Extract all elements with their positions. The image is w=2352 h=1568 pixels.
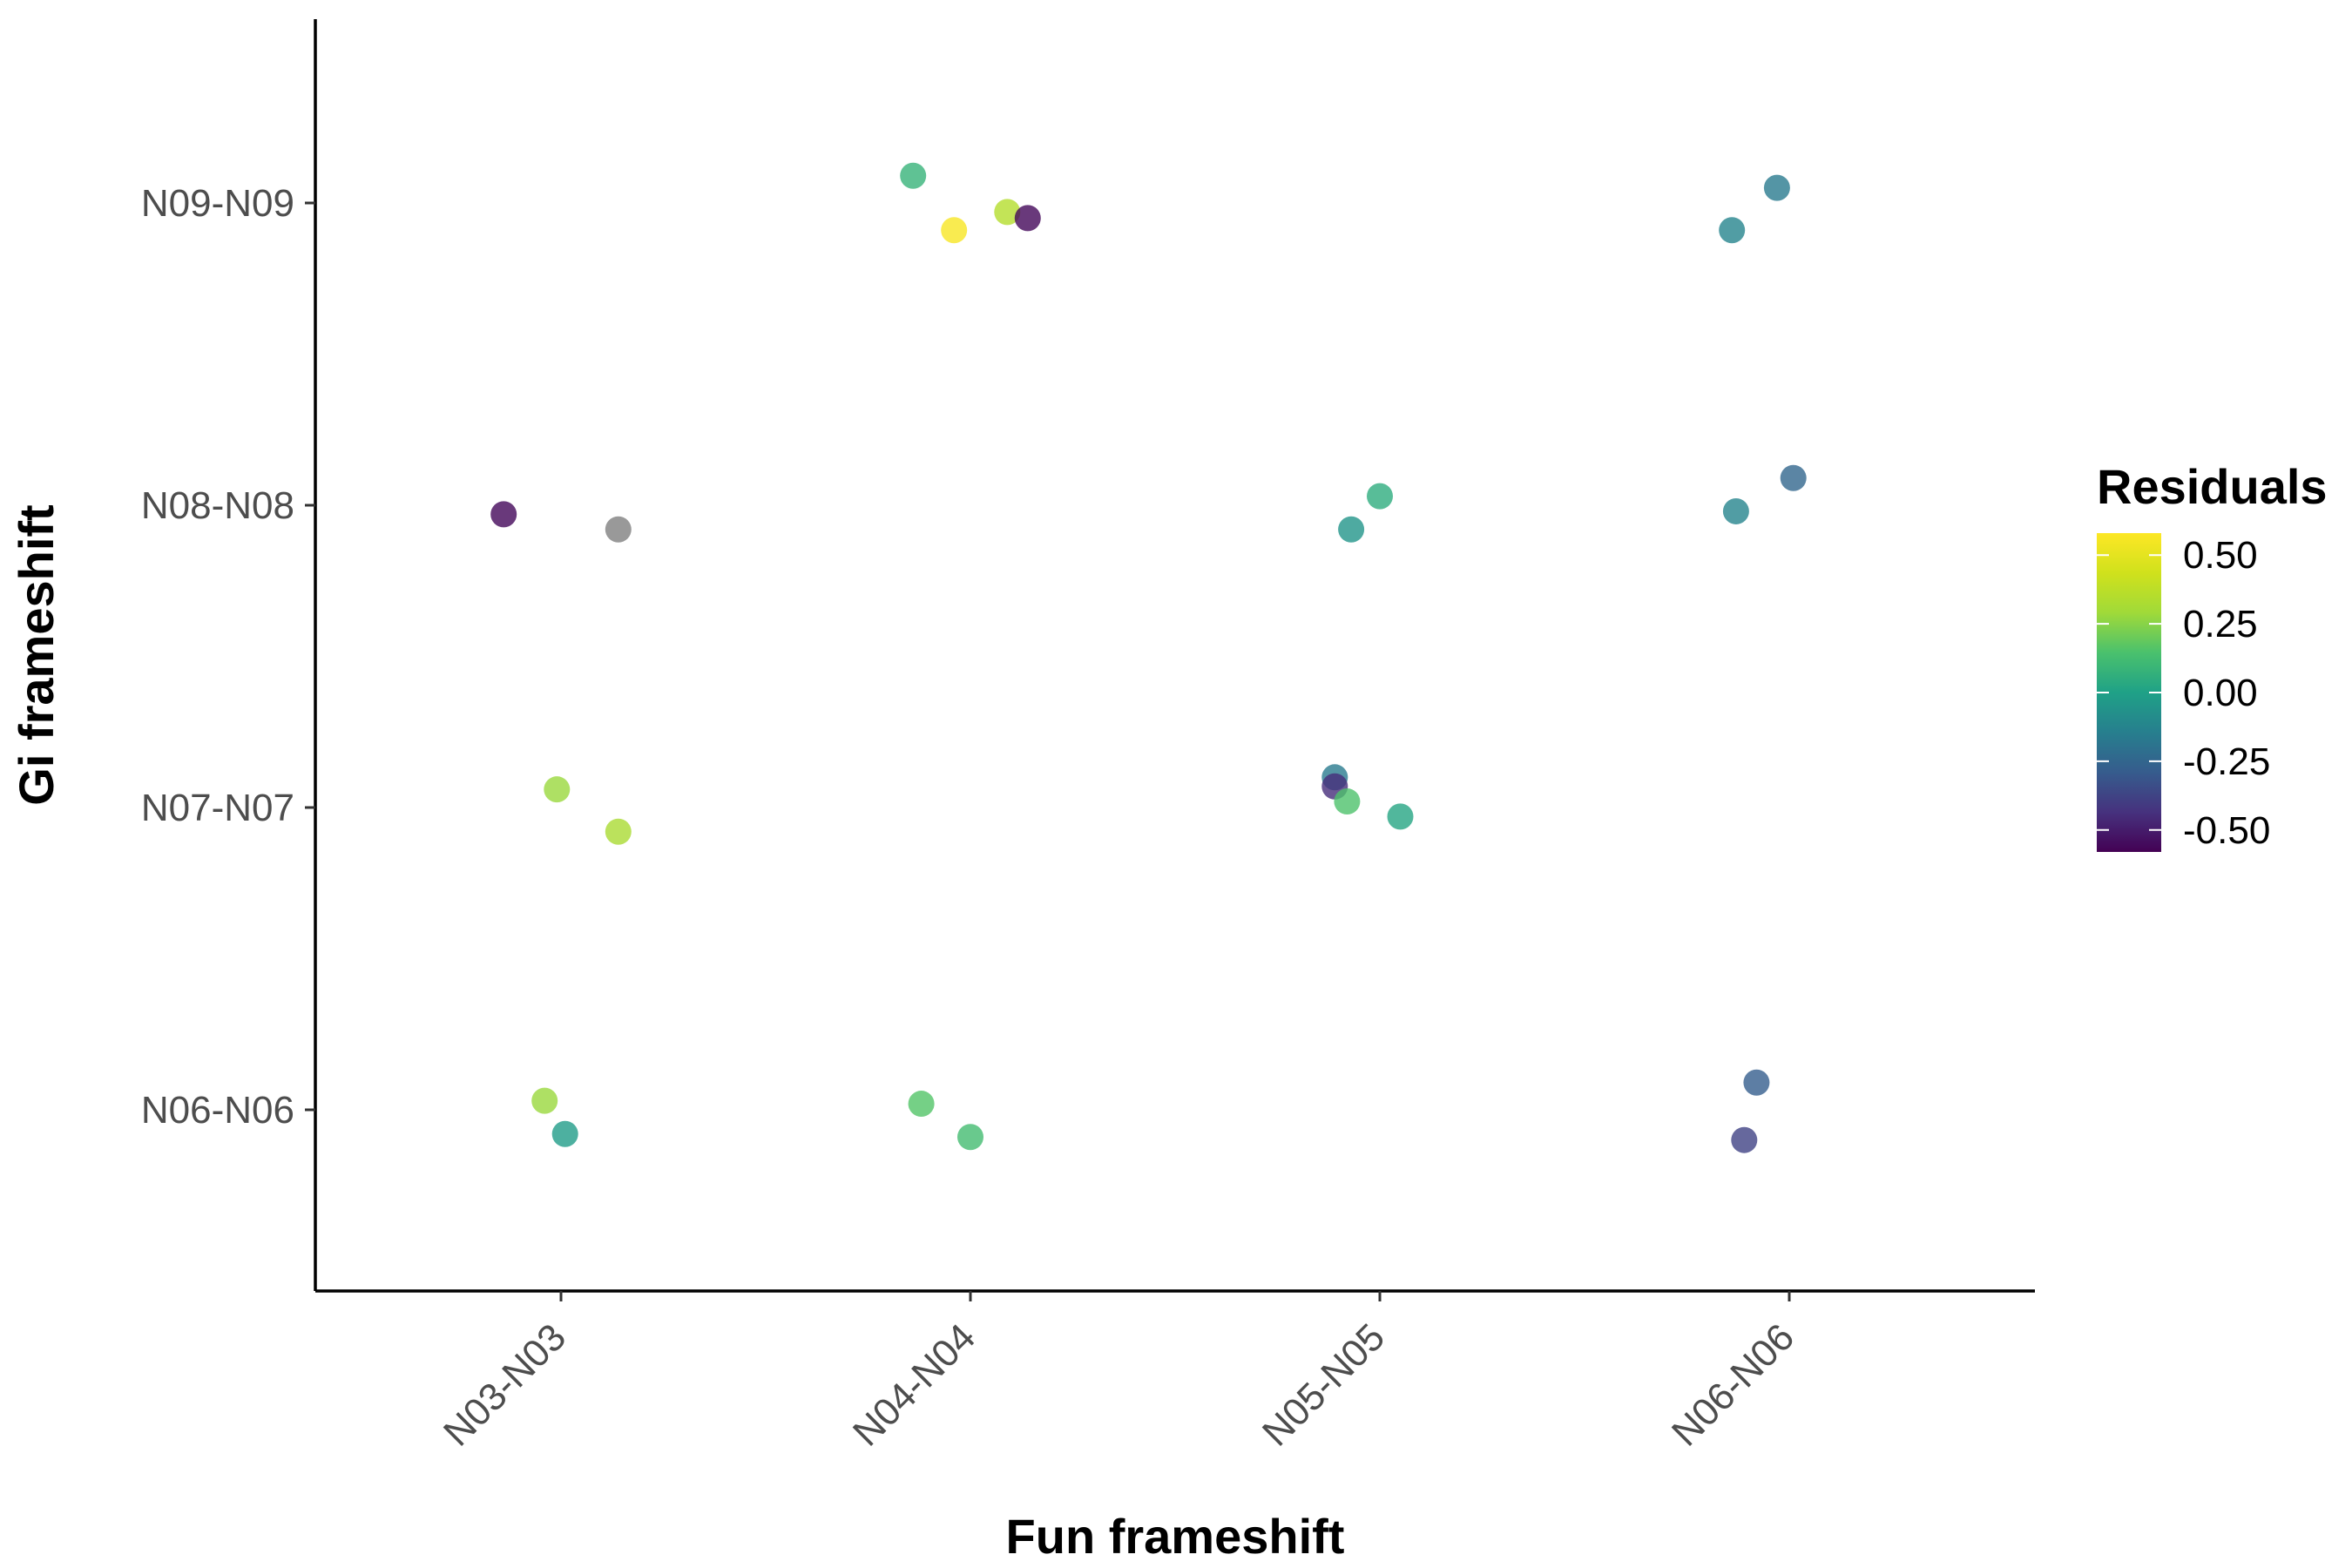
color-legend: Residuals 0.50 0.25 0.00 -0.25 -0.50 [2097, 459, 2328, 852]
legend-tick-label: 0.00 [2183, 672, 2258, 714]
data-point [900, 162, 927, 189]
legend-title: Residuals [2097, 459, 2328, 514]
data-point [490, 501, 517, 528]
legend-tick-label: 0.25 [2183, 603, 2258, 645]
data-point [1743, 1069, 1770, 1096]
data-point [605, 818, 632, 845]
data-point [1719, 217, 1746, 244]
data-point [1367, 483, 1393, 510]
data-point [544, 776, 571, 803]
x-tick-label: N04-N04 [845, 1315, 983, 1454]
y-tick-label: N07-N07 [141, 787, 294, 829]
data-point [1731, 1126, 1758, 1153]
data-point [1014, 205, 1041, 232]
y-tick-label: N09-N09 [141, 182, 294, 225]
legend-ticks: 0.50 0.25 0.00 -0.25 -0.50 [2097, 534, 2270, 852]
y-axis-title: Gi frameshift [9, 504, 64, 805]
data-point [551, 1120, 578, 1147]
legend-tick-label: -0.25 [2183, 740, 2270, 783]
y-tick-label: N08-N08 [141, 484, 294, 527]
legend-tick-label: -0.50 [2183, 809, 2270, 852]
data-point [1334, 788, 1361, 815]
legend-tick-label: 0.50 [2183, 534, 2258, 577]
data-point [605, 516, 632, 543]
x-tick-label: N03-N03 [436, 1315, 574, 1454]
data-point [957, 1124, 983, 1151]
data-point [994, 199, 1021, 226]
data-point [1387, 803, 1414, 830]
data-point [908, 1091, 935, 1118]
x-tick-label: N05-N05 [1254, 1315, 1393, 1454]
data-points [490, 162, 1807, 1153]
data-point [1780, 464, 1807, 491]
data-point [1338, 516, 1365, 543]
x-tick-label: N06-N06 [1664, 1315, 1802, 1454]
data-point [1763, 174, 1790, 201]
y-axis-ticks: N06-N06 N07-N07 N08-N08 N09-N09 [141, 182, 315, 1132]
data-point [531, 1087, 558, 1114]
x-axis-title: Fun frameshift [1006, 1509, 1345, 1564]
y-tick-label: N06-N06 [141, 1089, 294, 1132]
x-axis-ticks: N03-N03 N04-N04 N05-N05 N06-N06 [436, 1291, 1802, 1455]
data-point [1722, 497, 1749, 524]
data-point [941, 217, 968, 244]
